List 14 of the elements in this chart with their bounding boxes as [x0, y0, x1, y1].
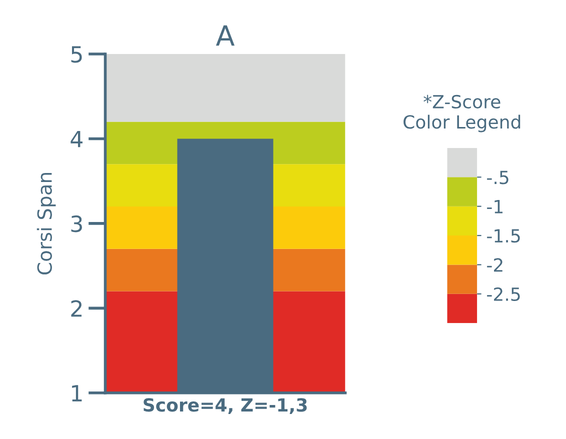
color-bar-label: -2.5 [487, 287, 520, 302]
color-bar-label: -2 [487, 258, 502, 272]
y-axis-title: Corsi Span [36, 173, 56, 274]
y-tick-label: 4 [70, 130, 82, 148]
y-tick-label: 1 [72, 385, 82, 402]
color-bar-label: -.5 [487, 170, 508, 184]
x-tick-label: Score=4, Z=-1,3 [144, 398, 307, 414]
color-bar-label: -1.5 [487, 229, 520, 243]
color-bar-title: *Z-Score Color Legend [404, 94, 520, 132]
y-tick-label: 2 [71, 300, 82, 317]
y-tick-label: 5 [71, 46, 82, 63]
color-bar-label: -1 [487, 200, 502, 214]
chart-title: A [216, 25, 235, 46]
y-tick-label: 3 [71, 215, 82, 232]
